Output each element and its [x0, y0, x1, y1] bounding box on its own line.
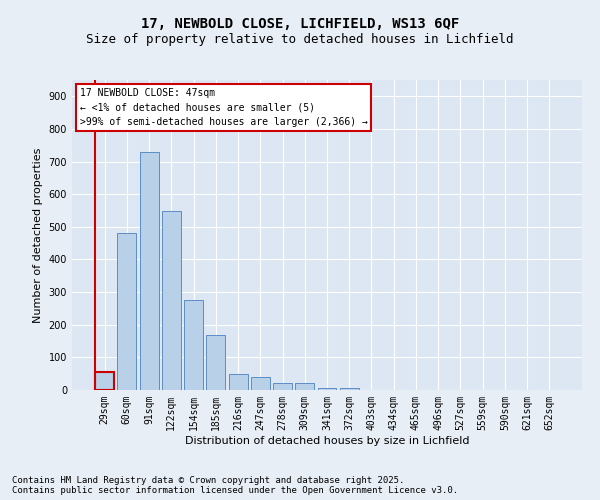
X-axis label: Distribution of detached houses by size in Lichfield: Distribution of detached houses by size …: [185, 436, 469, 446]
Bar: [95, 372, 114, 390]
Bar: [118, 234, 136, 390]
Text: Size of property relative to detached houses in Lichfield: Size of property relative to detached ho…: [86, 32, 514, 46]
Y-axis label: Number of detached properties: Number of detached properties: [33, 148, 43, 322]
Bar: [251, 377, 270, 390]
Text: 17 NEWBOLD CLOSE: 47sqm
← <1% of detached houses are smaller (5)
>99% of semi-de: 17 NEWBOLD CLOSE: 47sqm ← <1% of detache…: [80, 88, 368, 128]
Bar: [206, 334, 225, 390]
Bar: [140, 152, 158, 390]
Bar: [317, 388, 337, 390]
Bar: [295, 384, 314, 390]
Bar: [229, 374, 248, 390]
Bar: [273, 384, 292, 390]
Bar: [184, 300, 203, 390]
Text: 17, NEWBOLD CLOSE, LICHFIELD, WS13 6QF: 17, NEWBOLD CLOSE, LICHFIELD, WS13 6QF: [141, 18, 459, 32]
Bar: [162, 210, 181, 390]
Text: Contains HM Land Registry data © Crown copyright and database right 2025.
Contai: Contains HM Land Registry data © Crown c…: [12, 476, 458, 495]
Bar: [340, 388, 359, 390]
